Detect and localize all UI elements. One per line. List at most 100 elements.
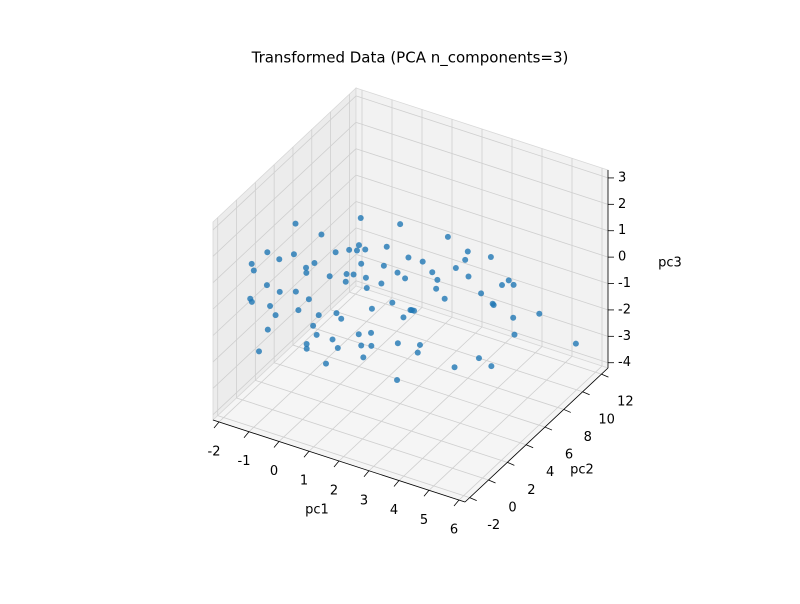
y-axis bbox=[464, 367, 609, 503]
point bbox=[488, 363, 495, 370]
point bbox=[414, 349, 421, 356]
point bbox=[368, 342, 375, 349]
point bbox=[510, 314, 517, 321]
y-tick-label: 4 bbox=[546, 465, 554, 480]
point bbox=[333, 310, 340, 317]
point bbox=[334, 345, 341, 352]
point bbox=[462, 256, 469, 263]
point bbox=[433, 285, 440, 292]
y-tick bbox=[525, 444, 534, 449]
x-tick-label: 2 bbox=[330, 484, 338, 499]
point bbox=[400, 314, 407, 321]
point bbox=[326, 273, 333, 280]
point bbox=[478, 290, 485, 297]
grid-line bbox=[349, 291, 602, 375]
point bbox=[441, 295, 448, 302]
grid-line bbox=[355, 121, 609, 205]
y-tick bbox=[544, 426, 553, 431]
y-tick bbox=[582, 391, 590, 396]
x-tick bbox=[423, 490, 430, 497]
point bbox=[536, 310, 543, 317]
grid-line bbox=[212, 227, 357, 363]
grid-line bbox=[212, 148, 357, 284]
point bbox=[342, 278, 349, 285]
point bbox=[338, 315, 345, 322]
y-tick-label: 0 bbox=[508, 500, 516, 515]
z-tick-label: -2 bbox=[618, 302, 631, 317]
point bbox=[368, 305, 375, 312]
z-tick-label: -4 bbox=[618, 355, 631, 370]
point bbox=[353, 247, 360, 254]
z-axis-label: pc3 bbox=[658, 256, 682, 271]
y-tick bbox=[563, 409, 571, 413]
point bbox=[368, 329, 375, 336]
x-tick bbox=[213, 421, 220, 429]
grid-line bbox=[212, 280, 357, 416]
point bbox=[343, 271, 350, 278]
point bbox=[263, 282, 270, 289]
point bbox=[360, 354, 367, 361]
point bbox=[394, 376, 401, 383]
x-tick bbox=[333, 460, 340, 468]
point bbox=[346, 246, 353, 253]
grid-line bbox=[355, 148, 609, 232]
grid-line bbox=[217, 415, 470, 498]
point bbox=[451, 364, 458, 371]
point bbox=[276, 288, 283, 295]
y-tick-label: 6 bbox=[565, 448, 573, 463]
chart-title: Transformed Data (PCA n_components=3) bbox=[251, 49, 569, 68]
point bbox=[310, 322, 317, 329]
panes bbox=[212, 87, 609, 503]
grid-line bbox=[236, 397, 489, 481]
point bbox=[358, 260, 365, 267]
point bbox=[248, 298, 255, 305]
point bbox=[313, 331, 320, 338]
y-tick bbox=[469, 497, 477, 501]
point bbox=[464, 248, 471, 255]
point bbox=[402, 275, 409, 282]
point bbox=[248, 260, 255, 267]
grid-line bbox=[355, 95, 609, 179]
point bbox=[303, 269, 310, 276]
grid-line bbox=[255, 379, 508, 463]
point bbox=[389, 299, 396, 306]
x-tick-label: 4 bbox=[390, 503, 398, 518]
z-tick-label: -1 bbox=[618, 276, 631, 291]
point bbox=[276, 256, 283, 263]
z-tick-label: 0 bbox=[618, 250, 626, 265]
point bbox=[362, 274, 369, 281]
point bbox=[419, 258, 426, 265]
z-tick-label: -3 bbox=[618, 329, 631, 344]
point bbox=[452, 265, 459, 272]
point bbox=[397, 221, 404, 228]
x-axis bbox=[212, 419, 466, 503]
point bbox=[292, 220, 299, 227]
point bbox=[303, 345, 310, 352]
point bbox=[311, 259, 318, 266]
x-tick-label: 3 bbox=[360, 493, 368, 508]
point bbox=[394, 340, 401, 347]
point bbox=[329, 336, 336, 343]
point bbox=[264, 326, 271, 333]
point bbox=[408, 307, 415, 314]
point bbox=[380, 262, 387, 269]
point bbox=[362, 246, 369, 253]
x-tick-label: -2 bbox=[208, 444, 221, 459]
point bbox=[394, 269, 401, 276]
point bbox=[357, 214, 364, 221]
point bbox=[487, 254, 494, 261]
x-tick bbox=[303, 450, 310, 458]
x-tick bbox=[243, 431, 250, 438]
y-tick-label: 2 bbox=[527, 483, 535, 498]
x-tick-label: 5 bbox=[420, 513, 428, 528]
grid-line bbox=[311, 327, 564, 410]
point bbox=[292, 288, 299, 295]
point bbox=[303, 340, 310, 347]
x-tick-label: 0 bbox=[270, 464, 278, 479]
x-tick bbox=[363, 470, 370, 478]
grid-line bbox=[355, 280, 609, 364]
point bbox=[355, 331, 362, 338]
grid-line bbox=[292, 344, 546, 428]
y-tick bbox=[507, 461, 515, 466]
